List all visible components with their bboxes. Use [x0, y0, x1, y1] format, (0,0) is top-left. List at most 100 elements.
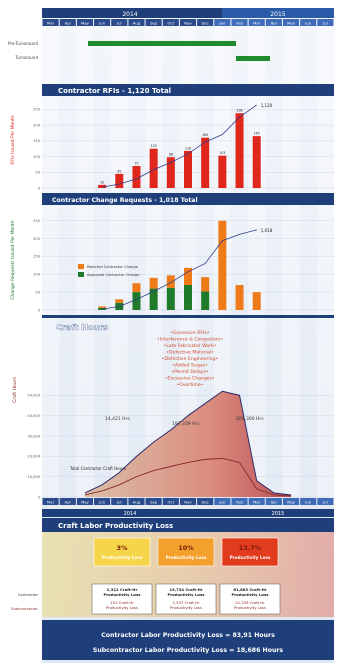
y-tick-label: 250	[33, 108, 41, 112]
month-stripe	[248, 18, 266, 498]
subcontractor-loss-line: Productivity Loss	[106, 605, 138, 610]
loss-year-2014: 2014	[124, 511, 137, 517]
craft-annotation-2: 197,339 Hrs	[172, 421, 200, 427]
cause-list: •Excessive RFIs••Interference & Congesti…	[157, 330, 223, 388]
rfi-ylabel: RFIs Issued Per Month	[10, 115, 16, 165]
subcontractor-loss-line: 2,337 Craft-Hr	[172, 600, 200, 605]
cause-item: •Excessive Changes•	[165, 376, 215, 382]
schedule-bar-turnaround	[236, 56, 270, 61]
month-cell	[111, 19, 128, 26]
month-label: Oct	[168, 21, 175, 26]
bottom-month-label: Mar	[253, 500, 261, 505]
cause-item: •Added Scope•	[172, 363, 208, 369]
cr-title: Contractor Change Requests - 1,018 Total	[52, 197, 198, 204]
bottom-month-label: Jun	[98, 500, 106, 505]
loss-header	[42, 518, 334, 532]
cr-rejected-bar	[98, 306, 107, 308]
y-tick-label: 0	[38, 186, 41, 190]
rfi-cumulative-label: 1,120	[261, 103, 273, 108]
year-label-2014: 2014	[122, 11, 137, 18]
rfi-bar-value: 165	[254, 132, 260, 136]
loss-year-2015: 2015	[272, 511, 285, 517]
month-stripe	[179, 18, 197, 498]
y-tick-label: 30,000	[27, 434, 40, 438]
month-stripe	[316, 18, 334, 498]
month-cell	[59, 19, 76, 26]
rfi-title: Contractor RFIs - 1,120 Total	[58, 87, 171, 95]
bottom-month-cell	[300, 498, 317, 505]
bottom-month-label: Jan	[218, 500, 225, 505]
y-tick-label: 50	[35, 171, 40, 175]
loss-footer	[42, 620, 334, 660]
rfi-bar	[132, 166, 141, 188]
cr-rejected-bar	[149, 277, 158, 289]
year-label-2015: 2015	[270, 11, 285, 18]
bottom-month-cell	[42, 498, 59, 505]
month-row: Mar Apr May Jun Jul Aug Sep Oct Nov Dec Jan Feb Mar A…	[42, 19, 334, 26]
subcontractor-loss-line: 22,336 Craft-Hr	[235, 600, 265, 605]
bottom-month-label: Nov	[184, 500, 192, 505]
cr-approved-bar	[201, 291, 210, 310]
month-label: Aug	[133, 21, 141, 26]
legend-label-approved: Approved Contractor Change	[87, 273, 140, 277]
loss-percent-label: Productivity Loss	[102, 555, 143, 560]
cr-rejected-bar	[132, 283, 141, 293]
month-cell	[179, 19, 197, 26]
contractor-loss-line: Productivity Loss	[104, 592, 142, 597]
bottom-month-cell	[162, 498, 179, 505]
bottom-month-label: Apr	[271, 500, 278, 505]
cr-ylabel: Change Requests Issued Per Month	[10, 220, 16, 299]
cr-rejected-bar	[201, 277, 210, 292]
cause-item: •Late Fabricator Work•	[164, 343, 217, 349]
bottom-month-cell	[145, 498, 162, 505]
month-label: Nov	[184, 21, 192, 26]
rfi-bar	[184, 150, 192, 188]
rfi-bar-value: 238	[236, 109, 242, 113]
rfi-bar	[98, 184, 107, 188]
change-request-chart: 0 50 100 150 200 250 1,018	[33, 219, 334, 312]
bottom-month-cell	[282, 498, 300, 505]
month-label: Jan	[218, 21, 225, 26]
y-tick-label: 40,000	[27, 414, 40, 418]
month-label: Apr	[64, 21, 71, 26]
loss-year-row	[42, 509, 334, 517]
craft-sub-line	[84, 457, 292, 497]
bottom-month-cell	[128, 498, 145, 505]
cr-rejected-bar	[252, 292, 261, 310]
bottom-month-cell	[111, 498, 128, 505]
month-cell	[145, 19, 162, 26]
craft-annotation-3: 209,300 Hrs	[236, 416, 264, 422]
month-label: Jun	[304, 21, 312, 26]
month-cell	[94, 19, 111, 26]
bottom-month-label: May	[287, 500, 296, 505]
cr-rejected-bar	[218, 220, 227, 310]
cr-cumulative-line	[102, 229, 257, 310]
month-label: Feb	[236, 21, 243, 26]
loss-detail-box	[155, 583, 217, 615]
month-label: Jul	[116, 21, 122, 26]
cr-cumulative-label: 1,018	[261, 228, 273, 233]
rfi-bar-value: 125	[151, 144, 157, 148]
month-stripe	[282, 18, 300, 498]
cause-item: •Overtime•	[177, 382, 204, 388]
rfi-bar	[166, 157, 175, 188]
y-tick-label: 50	[35, 290, 40, 294]
cr-approved-bar	[149, 288, 158, 310]
month-label: Dec	[201, 21, 208, 26]
bottom-month-label: May	[81, 500, 90, 505]
month-label: May	[287, 21, 296, 26]
month-cell	[248, 19, 265, 26]
rfi-bar-value: 70	[134, 162, 138, 166]
month-cell	[300, 19, 317, 26]
rfi-cumulative-line	[102, 104, 257, 188]
month-label: May	[81, 21, 90, 26]
y-tick-label: 50,000	[27, 394, 40, 398]
bottom-month-cell	[265, 498, 282, 505]
bottom-month-cell	[197, 498, 214, 505]
bottom-month-label: Feb	[236, 500, 243, 505]
rfi-bar-value: 10	[100, 180, 104, 184]
y-tick-label: 0	[38, 308, 41, 312]
month-label: Sep	[150, 21, 158, 26]
bottom-month-label: Jul	[322, 500, 328, 505]
bottom-month-label: Mar	[47, 500, 55, 505]
